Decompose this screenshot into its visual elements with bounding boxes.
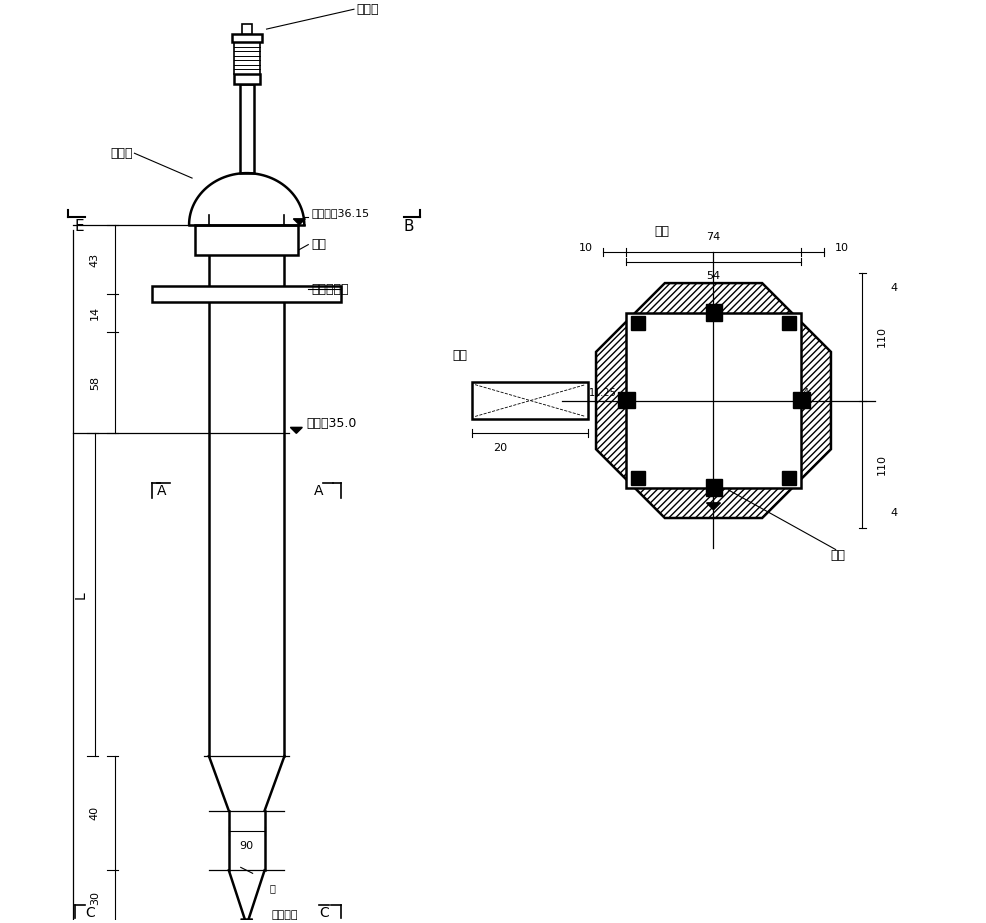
Text: B: B <box>403 220 414 234</box>
Text: 54: 54 <box>706 271 720 282</box>
Bar <box>705 305 722 321</box>
Polygon shape <box>293 219 305 225</box>
Text: 110: 110 <box>876 327 885 347</box>
Text: C: C <box>319 906 328 920</box>
Bar <box>630 471 644 485</box>
Text: A: A <box>314 484 322 497</box>
Text: 3: 3 <box>629 314 636 324</box>
Text: 10: 10 <box>578 243 592 253</box>
Bar <box>781 317 795 330</box>
Bar <box>630 317 644 330</box>
Text: 58: 58 <box>90 376 100 390</box>
Text: 30: 30 <box>90 891 100 905</box>
Text: 4.5: 4.5 <box>629 388 645 398</box>
Text: 20: 20 <box>493 443 507 453</box>
Bar <box>792 391 810 409</box>
Text: E: E <box>75 220 85 234</box>
Text: 定位箱: 定位箱 <box>718 376 738 386</box>
Text: 常水位35.0: 常水位35.0 <box>306 417 356 430</box>
Text: 景観灯: 景観灯 <box>356 3 378 16</box>
Text: 4: 4 <box>889 508 896 518</box>
Text: 4: 4 <box>889 283 896 294</box>
Text: 110: 110 <box>876 453 885 474</box>
Bar <box>195 225 298 255</box>
Bar <box>617 391 634 409</box>
Text: 鉚: 鉚 <box>269 883 275 893</box>
Bar <box>242 24 251 34</box>
Text: 鋼帽: 鋼帽 <box>311 238 326 251</box>
Bar <box>234 74 259 84</box>
Text: 4: 4 <box>802 388 809 398</box>
Polygon shape <box>290 427 302 433</box>
Text: 抱柱: 抱柱 <box>654 225 669 238</box>
Text: 横梁: 横梁 <box>452 350 466 363</box>
Polygon shape <box>596 283 830 518</box>
Text: 桩底标高: 桩底标高 <box>271 910 298 920</box>
Bar <box>152 286 341 302</box>
Text: C: C <box>85 906 95 920</box>
Text: 3.5: 3.5 <box>782 314 798 324</box>
Text: 14: 14 <box>90 306 100 320</box>
Text: 灯座罩: 灯座罩 <box>109 147 132 160</box>
Text: 90: 90 <box>240 841 253 850</box>
Text: 43: 43 <box>90 253 100 267</box>
Bar <box>781 471 795 485</box>
Polygon shape <box>706 503 720 509</box>
Text: 滑块: 滑块 <box>830 549 845 562</box>
Text: A: A <box>157 484 167 497</box>
Bar <box>471 382 588 419</box>
Text: L: L <box>74 591 88 599</box>
Polygon shape <box>241 919 252 923</box>
Bar <box>625 313 800 488</box>
Text: 桩顶标高36.15: 桩顶标高36.15 <box>311 208 369 218</box>
Text: 40: 40 <box>90 806 100 821</box>
Text: 74: 74 <box>706 232 720 242</box>
Text: 定位桩抱桩: 定位桩抱桩 <box>311 282 348 295</box>
Bar <box>705 479 722 496</box>
Text: 10: 10 <box>834 243 848 253</box>
Bar <box>240 84 253 174</box>
Bar <box>232 34 261 42</box>
Text: 11.25: 11.25 <box>589 388 616 398</box>
